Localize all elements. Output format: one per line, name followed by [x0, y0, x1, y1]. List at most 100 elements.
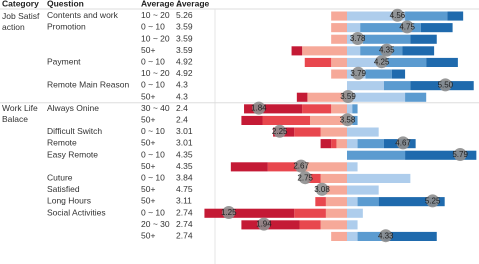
bar-segment [420, 23, 453, 33]
average-value: 2.4 [176, 103, 188, 113]
bar-segment [320, 220, 347, 230]
bar-segment [310, 115, 347, 125]
mean-marker: 5.79 [452, 148, 468, 161]
average-value: 5.26 [176, 10, 193, 20]
bar-segment [331, 231, 347, 241]
marker-label: 1.84 [251, 104, 267, 113]
average-value: 3.01 [176, 138, 193, 148]
marker-dot [298, 171, 312, 185]
average-value: 4.92 [176, 56, 193, 66]
bucket-label: 20 ~ 30 [141, 219, 170, 229]
bucket-label: 0 ~ 10 [141, 80, 165, 90]
marker-dot [351, 32, 365, 45]
bar-segment [302, 104, 332, 114]
bar-segment [357, 231, 384, 241]
category-cell: Job Satisf action [2, 11, 39, 32]
average-value: 4.35 [176, 149, 193, 159]
marker-dot [380, 43, 394, 57]
bar-segment [410, 34, 437, 44]
bucket-label: 0 ~ 10 [141, 56, 165, 66]
bar-segment [347, 162, 358, 172]
mean-marker: 3.08 [314, 182, 330, 196]
bar-segment [307, 92, 347, 102]
bar-segment [241, 220, 300, 230]
marker-label: 1.94 [256, 220, 272, 229]
bar-segment [307, 173, 321, 183]
marker-dot [252, 101, 266, 115]
bar-segment [405, 92, 427, 102]
mean-marker: 3.79 [350, 66, 367, 80]
average-value: 4.92 [176, 68, 193, 78]
marker-label: 5.25 [425, 197, 441, 206]
mean-marker: 1.84 [251, 101, 267, 115]
average-value: 2.74 [176, 207, 193, 217]
bar-segment [347, 127, 379, 137]
bucket-label: 50+ [141, 184, 155, 194]
marker-label: 1.25 [221, 208, 237, 217]
category-cell: Work Life Balace [2, 103, 38, 124]
question-label: Remote Main Reason [47, 80, 129, 90]
bar-segment [347, 23, 361, 33]
bar-segment [230, 162, 268, 172]
average-value: 4.35 [176, 161, 193, 171]
average-value: 3.11 [176, 196, 192, 206]
marker-dot [426, 194, 440, 208]
marker-dot [453, 148, 467, 161]
bar-segment [405, 150, 477, 160]
bucket-label: 50+ [141, 45, 155, 55]
average-value: 4.3 [176, 80, 188, 90]
bar-segment [320, 173, 347, 183]
bar-segment [347, 208, 363, 218]
bar-segment [383, 231, 437, 241]
marker-dot [315, 182, 329, 196]
mean-marker: 4.75 [399, 20, 415, 34]
marker-label: 2.75 [297, 173, 313, 182]
marker-dot [273, 124, 287, 138]
bar-segment [325, 197, 347, 207]
question-label: Long Hours [47, 196, 91, 206]
bucket-label: 0 ~ 10 [141, 172, 165, 182]
marker-dot [375, 55, 389, 69]
marker-label: 3.58 [340, 115, 356, 124]
mean-marker: 4.35 [379, 43, 395, 57]
marker-label: 4.75 [399, 23, 415, 32]
mean-marker: 4.56 [390, 8, 406, 22]
marker-label: 4.35 [379, 46, 395, 55]
marker-dot [400, 20, 414, 34]
bucket-label: 10 ~ 20 [141, 68, 170, 78]
bar-segment [426, 57, 458, 67]
bar-segment [383, 57, 427, 67]
bucket-label: 0 ~ 10 [141, 126, 165, 136]
average-value: 4.75 [176, 184, 193, 194]
bar-segment [447, 11, 464, 21]
marker-label: 3.59 [340, 92, 356, 101]
bar-segment [391, 69, 406, 79]
bar-segment [291, 46, 303, 56]
marker-dot [294, 159, 308, 173]
bar-segment [347, 139, 358, 149]
mean-marker: 4.67 [395, 136, 411, 150]
bar-segment [204, 208, 295, 218]
question-label: Easy Remote [47, 149, 98, 159]
bar-segment [347, 185, 379, 195]
mean-marker: 5.50 [438, 78, 454, 92]
bar-segment [267, 162, 300, 172]
marker-label: 4.56 [390, 11, 406, 20]
mean-marker: 1.25 [221, 206, 237, 219]
bar-segment [357, 197, 379, 207]
mean-marker: 2.75 [297, 171, 314, 185]
bar-segment [331, 69, 347, 79]
bar-segment [378, 197, 445, 207]
marker-label: 4.67 [395, 139, 411, 148]
bar-segment [347, 220, 358, 230]
marker-label: 5.79 [452, 150, 468, 159]
marker-label: 3.08 [314, 185, 330, 194]
marker-dot [379, 229, 393, 243]
bar-segment [315, 197, 326, 207]
marker-dot [390, 8, 404, 22]
marker-dot [396, 136, 410, 150]
mean-marker: 1.94 [256, 217, 272, 231]
mean-marker: 3.78 [350, 32, 366, 45]
bar-segment [360, 23, 421, 33]
average-value: 3.59 [176, 45, 193, 55]
